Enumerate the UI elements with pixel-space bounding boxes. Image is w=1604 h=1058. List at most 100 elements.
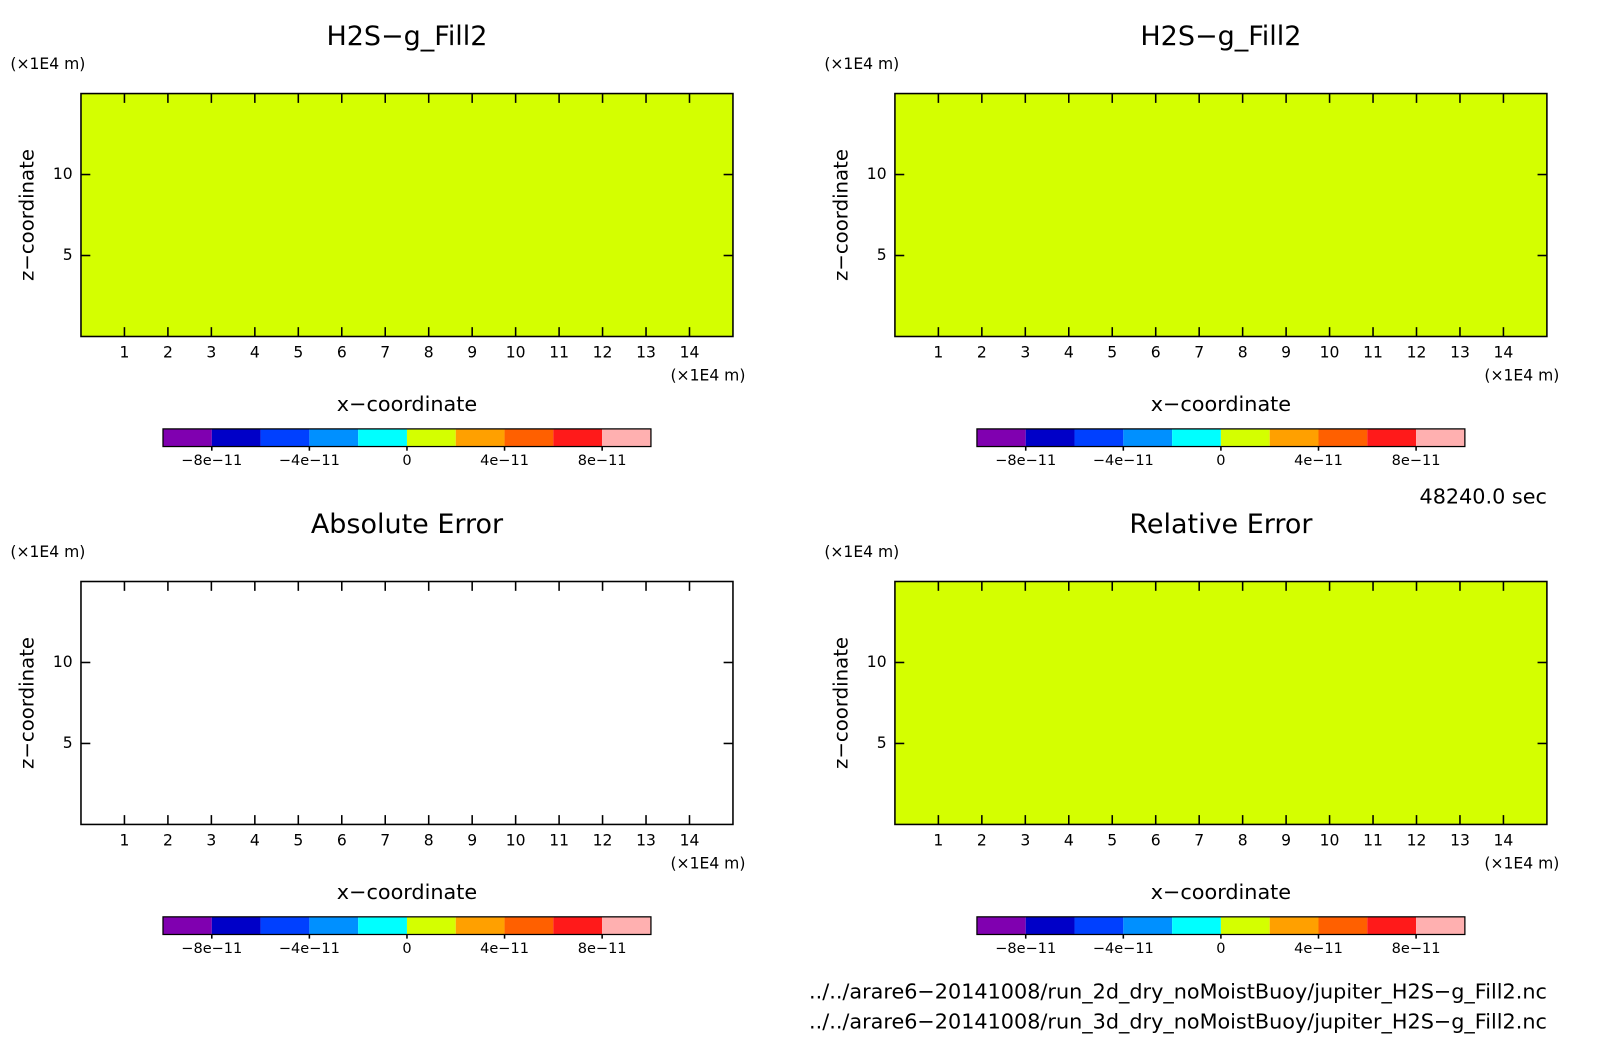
colorbar-bin — [602, 428, 651, 447]
colorbar-bin — [553, 916, 603, 935]
colorbar-bin — [1123, 916, 1173, 935]
x-tick-label: 13 — [1450, 832, 1470, 850]
colorbar-tick-label: 8e−11 — [578, 941, 627, 957]
x-tick-label: 7 — [1194, 832, 1204, 850]
colorbar-bin — [1025, 916, 1075, 935]
colorbar-bin — [504, 916, 554, 935]
y-tick-label: 5 — [877, 734, 887, 752]
x-tick-label: 8 — [1238, 832, 1248, 850]
x-unit: (×1E4 m) — [670, 854, 745, 872]
x-tick-label: 5 — [293, 832, 303, 850]
colorbar-bin — [1074, 428, 1124, 447]
x-tick-label: 12 — [593, 832, 613, 850]
colorbar-bin — [976, 428, 1026, 447]
x-tick-label: 5 — [1107, 344, 1117, 362]
x-tick-label: 1 — [119, 344, 129, 362]
x-tick-label: 10 — [1320, 344, 1340, 362]
x-tick-label: 13 — [636, 832, 656, 850]
x-tick-label: 5 — [293, 344, 303, 362]
colorbar-tick-label: 4e−11 — [480, 453, 529, 469]
colorbar-bin — [1025, 428, 1075, 447]
colorbar-bin — [358, 428, 407, 447]
colorbar-tick-label: −8e−11 — [181, 453, 242, 469]
x-tick-label: 3 — [1020, 832, 1030, 850]
colorbar-bin — [1172, 916, 1221, 935]
y-label: z−coordinate — [16, 637, 39, 769]
colorbar-bin — [1220, 428, 1270, 447]
colorbar-bin — [1318, 428, 1368, 447]
colorbar-bin — [602, 916, 651, 935]
x-tick-label: 9 — [467, 344, 477, 362]
y-unit: (×1E4 m) — [10, 543, 85, 561]
x-unit: (×1E4 m) — [670, 366, 745, 384]
x-tick-label: 13 — [636, 344, 656, 362]
y-unit: (×1E4 m) — [824, 55, 899, 73]
colorbar-tick-label: −4e−11 — [279, 941, 340, 957]
colorbar-bin — [553, 428, 603, 447]
panel-title: H2S−g_Fill2 — [1140, 21, 1301, 52]
contour-fill — [894, 93, 1547, 337]
y-label: z−coordinate — [829, 149, 852, 281]
x-tick-label: 4 — [1064, 832, 1074, 850]
x-tick-label: 1 — [119, 832, 129, 850]
contour-fill — [80, 93, 733, 337]
x-tick-label: 12 — [593, 344, 613, 362]
colorbar-bin — [406, 428, 456, 447]
x-tick-label: 12 — [1407, 832, 1427, 850]
colorbar-bin — [1172, 428, 1221, 447]
x-tick-label: 8 — [424, 832, 434, 850]
y-unit: (×1E4 m) — [824, 543, 899, 561]
colorbar-tick-label: −4e−11 — [1093, 453, 1154, 469]
colorbar-bin — [1123, 428, 1173, 447]
colorbar-bin — [1269, 428, 1319, 447]
x-tick-label: 12 — [1407, 344, 1427, 362]
x-tick-label: 10 — [1320, 832, 1340, 850]
x-tick-label: 14 — [1494, 344, 1514, 362]
y-tick-label: 10 — [867, 653, 887, 671]
colorbar-bin — [976, 916, 1026, 935]
colorbar-tick-label: 8e−11 — [578, 453, 627, 469]
y-label: z−coordinate — [16, 149, 39, 281]
y-tick-label: 10 — [867, 165, 887, 183]
x-tick-label: 6 — [337, 832, 347, 850]
x-tick-label: 4 — [250, 344, 260, 362]
x-tick-label: 11 — [549, 344, 569, 362]
plot-frame — [80, 580, 734, 826]
y-tick-label: 5 — [63, 734, 73, 752]
colorbar-bin — [260, 916, 310, 935]
x-tick-label: 9 — [1281, 344, 1291, 362]
colorbar-bin — [455, 916, 505, 935]
x-tick-label: 14 — [1494, 832, 1514, 850]
x-tick-label: 9 — [1281, 832, 1291, 850]
x-tick-label: 6 — [337, 344, 347, 362]
x-tick-label: 9 — [467, 832, 477, 850]
colorbar-tick-label: −8e−11 — [995, 453, 1056, 469]
y-tick-label: 5 — [63, 246, 73, 264]
colorbar-tick-label: 0 — [402, 453, 411, 469]
x-label: x−coordinate — [1151, 392, 1291, 416]
x-tick-label: 2 — [977, 832, 987, 850]
colorbar-tick-label: −4e−11 — [1093, 941, 1154, 957]
x-tick-label: 3 — [206, 344, 216, 362]
y-tick-label: 10 — [53, 653, 73, 671]
x-tick-label: 7 — [380, 344, 390, 362]
x-tick-label: 11 — [1363, 832, 1383, 850]
colorbar-bin — [309, 916, 359, 935]
x-tick-label: 14 — [680, 832, 700, 850]
x-tick-label: 1 — [933, 832, 943, 850]
y-unit: (×1E4 m) — [10, 55, 85, 73]
colorbar-bin — [211, 428, 261, 447]
colorbar-tick-label: −8e−11 — [181, 941, 242, 957]
y-tick-label: 10 — [53, 165, 73, 183]
colorbar-bin — [1367, 916, 1417, 935]
panel-title: Absolute Error — [311, 509, 504, 540]
colorbar-bin — [211, 916, 261, 935]
colorbar-bin — [162, 916, 212, 935]
panel-title: Relative Error — [1129, 509, 1313, 540]
x-tick-label: 13 — [1450, 344, 1470, 362]
colorbar-tick-label: 8e−11 — [1392, 453, 1441, 469]
x-tick-label: 3 — [206, 832, 216, 850]
x-label: x−coordinate — [337, 392, 477, 416]
x-unit: (×1E4 m) — [1484, 366, 1559, 384]
